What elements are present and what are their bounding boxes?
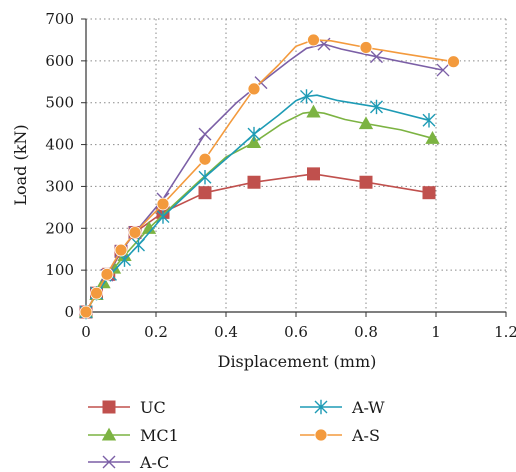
- data-point-uc: [359, 175, 373, 189]
- legend-item-uc: UC: [88, 398, 166, 417]
- data-point-a-s: [100, 267, 114, 281]
- data-point-a-s: [359, 41, 373, 54]
- y-axis-label: Load (kN): [11, 124, 30, 205]
- legend-label: UC: [140, 398, 166, 417]
- series-line-a-s: [85, 39, 454, 313]
- legend: UC MC1 A-C A-W A-S: [88, 398, 385, 472]
- y-tick-label: 300: [45, 177, 74, 195]
- data-point-a-w: [300, 89, 313, 104]
- data-point-uc: [247, 175, 261, 189]
- x-axis-label: Displacement (mm): [218, 352, 377, 371]
- legend-marker: [314, 428, 328, 442]
- data-point-a-s: [114, 243, 128, 257]
- data-point-mc1: [246, 135, 262, 149]
- data-point-a-w: [247, 126, 261, 142]
- y-tick-label: 100: [45, 261, 74, 279]
- legend-item-a-s: A-S: [300, 426, 380, 445]
- data-point-a-c: [370, 50, 383, 64]
- data-point-a-s: [247, 82, 261, 96]
- data-point-a-c: [198, 127, 212, 141]
- data-point-a-s: [307, 33, 320, 47]
- x-tick-label: 1.2: [494, 323, 516, 341]
- legend-item-a-c: A-C: [88, 453, 169, 472]
- data-point-uc: [307, 167, 320, 181]
- legend-label: A-C: [139, 453, 169, 472]
- legend-label: MC1: [140, 426, 179, 445]
- data-point-a-s: [447, 55, 460, 69]
- series-a-s: [79, 33, 460, 319]
- data-point-mc1: [425, 130, 440, 144]
- x-tick-label: 0.4: [214, 323, 238, 341]
- series-a-c: [79, 37, 450, 319]
- data-point-a-s: [90, 286, 103, 300]
- plot-area: [78, 33, 460, 320]
- y-tick-label: 500: [45, 94, 74, 112]
- y-tick-label: 200: [45, 219, 74, 237]
- data-point-uc: [422, 186, 436, 200]
- data-point-a-c: [436, 63, 450, 77]
- x-tick-label: 1: [431, 323, 441, 341]
- series-mc1: [78, 104, 440, 318]
- data-point-a-w: [198, 170, 212, 185]
- x-tick-label: 0.2: [144, 323, 168, 341]
- legend-marker: [102, 455, 116, 469]
- data-point-a-w: [370, 99, 383, 115]
- legend-item-mc1: MC1: [88, 426, 179, 445]
- y-tick-label: 0: [64, 303, 74, 321]
- x-tick-label: 0: [81, 323, 91, 341]
- y-tick-label: 400: [45, 136, 74, 154]
- legend-marker: [101, 427, 117, 441]
- legend-item-a-w: A-W: [300, 398, 385, 417]
- legend-marker: [314, 399, 328, 415]
- series-line-uc: [85, 173, 430, 313]
- legend-label: A-W: [351, 398, 385, 417]
- y-tick-label: 700: [45, 10, 74, 28]
- data-point-uc: [198, 186, 212, 200]
- series-uc: [79, 167, 436, 319]
- series-line-a-w: [85, 94, 430, 313]
- legend-marker: [102, 400, 116, 414]
- data-point-a-s: [128, 226, 142, 239]
- data-point-a-s: [79, 305, 93, 319]
- data-point-a-w: [156, 209, 170, 224]
- axes: 0 0.2 0.4 0.6 0.8 1 1.2 0 100 200 300 400 500 600 700: [45, 10, 516, 341]
- x-tick-label: 0.8: [354, 323, 378, 341]
- data-point-a-s: [156, 197, 170, 211]
- data-point-mc1: [358, 116, 374, 130]
- series-a-w: [79, 89, 436, 320]
- y-tick-label: 600: [45, 52, 74, 70]
- series-line-mc1: [85, 111, 433, 313]
- data-point-a-w: [132, 237, 145, 253]
- x-tick-label: 0.6: [284, 323, 308, 341]
- data-point-mc1: [306, 104, 321, 118]
- series-line-a-c: [85, 43, 444, 313]
- data-point-a-w: [422, 113, 436, 128]
- legend-label: A-S: [351, 426, 380, 445]
- gridlines: [86, 18, 507, 312]
- data-point-a-s: [198, 152, 212, 166]
